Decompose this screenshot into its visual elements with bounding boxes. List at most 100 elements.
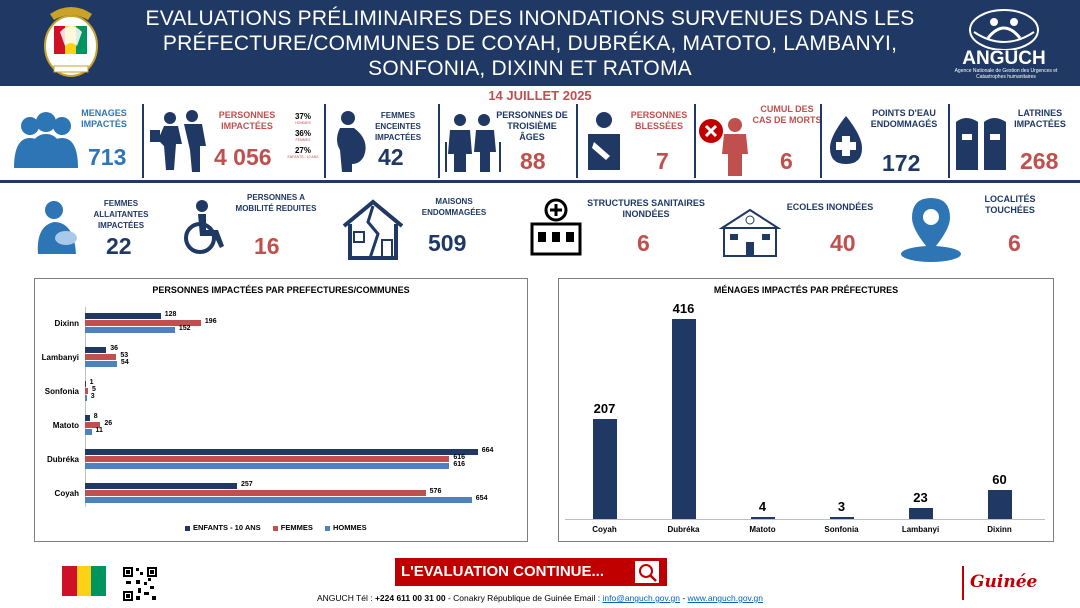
bar-value-label: 11: [95, 427, 103, 434]
legend-label: FEMMES: [280, 523, 313, 532]
guinee-word: Guinée: [970, 572, 1038, 592]
separator: -: [679, 593, 688, 603]
bar: [85, 456, 450, 462]
guinea-emblem-icon: [44, 7, 98, 77]
bar: [85, 415, 90, 421]
bar: [85, 381, 86, 387]
deceased-person-icon: [722, 118, 748, 176]
bar: [85, 327, 175, 333]
stat-eau-value: 172: [882, 150, 921, 176]
category-label: Dubréka: [667, 525, 700, 534]
bar-value-label: 53: [120, 352, 129, 359]
divider: [438, 104, 440, 178]
bar-value-label: 26: [104, 420, 113, 427]
phone-number: +224 611 00 31 00: [374, 593, 446, 603]
logo-divider: [962, 566, 964, 600]
bar: [85, 354, 117, 360]
stat-maisons-value: 509: [428, 230, 467, 256]
divider: [142, 104, 144, 178]
y-axis-line: [85, 307, 86, 507]
bar: [85, 320, 201, 326]
stat-sanitaires-value: 6: [637, 230, 650, 256]
stat-personnes-value: 4 056: [214, 144, 272, 170]
category-label: Lambanyi: [901, 525, 940, 534]
death-cross-icon: [699, 119, 723, 143]
latrine-icon: [956, 118, 1006, 170]
website-link[interactable]: www.anguch.gov.gn: [687, 593, 763, 603]
email-link[interactable]: info@anguch.gov.gn: [602, 593, 680, 603]
bar-value-label: 8: [93, 413, 98, 420]
stat-eau-label: POINTS D'EAU ENDOMMAGÉS: [870, 108, 938, 129]
bar: [85, 429, 92, 435]
stat-mobilite-label: PERSONNES A MOBILITÉ REDUITES: [235, 193, 317, 213]
bar: [592, 419, 617, 519]
stat-menages-value: 713: [88, 144, 127, 170]
org-name: ANGUCH: [962, 48, 1046, 69]
households-by-prefecture-chart: MÉNAGES IMPACTÉS PAR PRÉFECTURES 207 Coya…: [558, 278, 1054, 542]
stat-personnes-label: PERSONNES IMPACTÉES: [218, 110, 276, 131]
category-label: Dixinn: [987, 525, 1012, 534]
stat-ecoles-label: ECOLES INONDÉES: [786, 202, 874, 212]
bar-value-label: 257: [240, 481, 253, 488]
section-divider: [0, 180, 1080, 183]
stat-blessees-value: 7: [656, 148, 669, 174]
legend-item: FEMMES: [272, 523, 313, 532]
page-title: EVALUATIONS PRÉLIMINAIRES DES INONDATION…: [145, 7, 915, 80]
bar: [85, 313, 161, 319]
report-date: 14 JUILLET 2025: [488, 88, 592, 103]
stat-maisons-label: MAISONS ENDOMMAGÉES: [421, 197, 487, 217]
legend-item: HOMMES: [324, 523, 367, 532]
stat-latrines-value: 268: [1020, 148, 1059, 174]
injured-person-icon: [588, 112, 620, 170]
bar-value-label: 36: [110, 345, 119, 352]
x-axis-line: [565, 519, 1045, 520]
bar: [85, 483, 237, 489]
bar-value-label: 616: [453, 454, 465, 461]
inspection-icon: [635, 561, 659, 583]
anguch-logo: ANGUCH Agence Nationale de Gestion des U…: [944, 4, 1064, 82]
bar-value-label: 416: [672, 301, 695, 316]
pct-femmes: 36%: [294, 129, 311, 138]
pct-hommes-label: HOMMES: [295, 121, 311, 125]
bar: [85, 361, 117, 367]
bar-value-label: 576: [429, 488, 442, 495]
stat-ages-label: PERSONNES DE TROISIÈME ÂGES: [496, 110, 568, 142]
bar: [85, 422, 101, 428]
personnes-breakdown: 37% HOMMES 36% FEMMES 27% ENFANTS - 10 A…: [286, 112, 320, 159]
wheelchair-icon: [184, 200, 224, 254]
legend-label: ENFANTS - 10 ANS: [193, 523, 261, 532]
stat-morts-label: CUMUL DES CAS DE MORTS: [752, 104, 822, 125]
anguch-emblem-icon: [969, 9, 1039, 51]
damaged-house-icon: [342, 199, 404, 260]
health-facility-icon: [530, 198, 582, 256]
contact-mid: - Conakry République de Guinée Email :: [445, 593, 603, 603]
stat-localites-value: 6: [1008, 230, 1021, 256]
divider: [576, 104, 578, 178]
category-label: Dubréka: [46, 455, 79, 464]
stat-enceintes-label: FEMMES ENCEINTES IMPACTÉES: [374, 111, 422, 142]
org-subtitle: Agence Nationale de Gestion des Urgences…: [954, 68, 1058, 80]
legend-label: HOMMES: [332, 523, 367, 532]
bar-value-label: 54: [120, 359, 129, 366]
header-banner: EVALUATIONS PRÉLIMINAIRES DES INONDATION…: [0, 0, 1080, 86]
stat-ecoles-value: 40: [830, 230, 856, 256]
bar: [987, 490, 1012, 519]
qr-code-icon[interactable]: [122, 566, 158, 602]
stat-localites-label: LOCALITÉS TOUCHÉES: [984, 194, 1036, 215]
bar: [85, 347, 107, 353]
bar-value-label: 207: [593, 401, 616, 417]
bar-value-label: 3: [837, 499, 846, 514]
stat-sanitaires-label: STRUCTURES SANITAIRES INONDÉES: [587, 198, 705, 219]
evaluation-continue-banner: L'EVALUATION CONTINUE...: [395, 558, 667, 586]
bar-value-label: 23: [913, 489, 928, 505]
category-label: Sonfonia: [824, 525, 859, 534]
bar: [908, 507, 933, 519]
stat-blessees-label: PERSONNES BLESSÉES: [630, 110, 688, 131]
category-label: Coyah: [592, 525, 617, 534]
water-point-icon: [830, 116, 862, 164]
stat-latrines-label: LATRINES IMPACTÉES: [1014, 108, 1066, 129]
bar: [85, 463, 450, 469]
bar-value-label: 152: [178, 325, 191, 332]
divider: [948, 104, 950, 178]
divider: [820, 104, 822, 178]
